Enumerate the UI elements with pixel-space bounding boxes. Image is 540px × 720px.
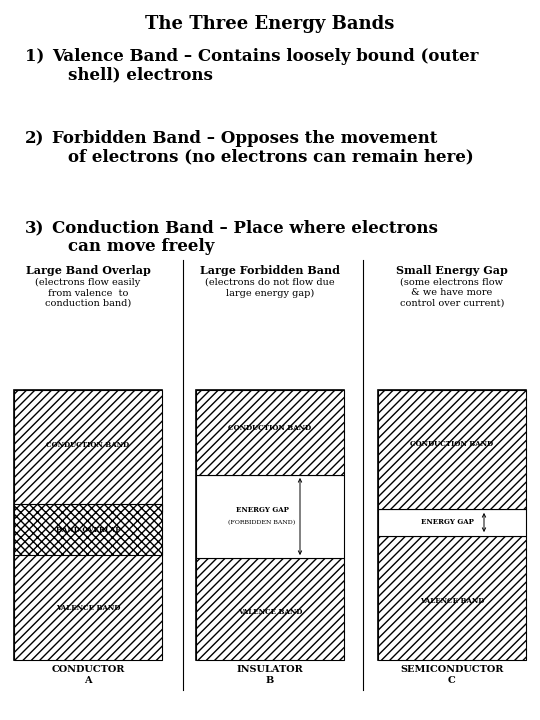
Text: (some electrons flow
& we have more
control over current): (some electrons flow & we have more cont…	[400, 278, 504, 308]
Text: of electrons (no electrons can remain here): of electrons (no electrons can remain he…	[68, 148, 474, 165]
Text: C: C	[448, 676, 456, 685]
Text: VALENCE BAND: VALENCE BAND	[56, 603, 120, 611]
Text: INSULATOR: INSULATOR	[237, 665, 303, 674]
Text: (electrons do not flow due
large energy gap): (electrons do not flow due large energy …	[205, 278, 335, 297]
Text: B: B	[266, 676, 274, 685]
Bar	[196, 558, 344, 660]
Bar	[14, 390, 162, 512]
Text: BAND OVERLAP: BAND OVERLAP	[56, 526, 120, 534]
Text: CONDUCTOR: CONDUCTOR	[51, 665, 125, 674]
Text: 3): 3)	[25, 220, 44, 237]
Bar	[378, 390, 526, 660]
Text: CONDUCTION BAND: CONDUCTION BAND	[410, 441, 494, 449]
Text: Conduction Band – Place where electrons: Conduction Band – Place where electrons	[52, 220, 438, 237]
Text: Large Band Overlap: Large Band Overlap	[25, 265, 151, 276]
Bar	[378, 390, 526, 509]
Text: ENERGY GAP: ENERGY GAP	[235, 506, 288, 515]
Bar	[196, 390, 344, 475]
Text: SEMICONDUCTOR: SEMICONDUCTOR	[400, 665, 504, 674]
Bar	[196, 475, 344, 558]
Text: can move freely: can move freely	[68, 238, 214, 255]
Bar	[14, 390, 162, 660]
Text: shell) electrons: shell) electrons	[68, 66, 213, 83]
Text: Valence Band – Contains loosely bound (outer: Valence Band – Contains loosely bound (o…	[52, 48, 478, 65]
Bar	[14, 547, 162, 660]
Bar	[196, 390, 344, 660]
Text: CONDUCTION BAND: CONDUCTION BAND	[228, 423, 312, 431]
Text: ENERGY GAP: ENERGY GAP	[421, 518, 474, 526]
Text: CONDUCTION BAND: CONDUCTION BAND	[46, 441, 130, 449]
Bar	[378, 509, 526, 536]
Text: 1): 1)	[25, 48, 44, 65]
Text: Large Forbidden Band: Large Forbidden Band	[200, 265, 340, 276]
Text: (FORBIDDEN BAND): (FORBIDDEN BAND)	[228, 520, 295, 525]
Bar	[378, 536, 526, 660]
Text: Small Energy Gap: Small Energy Gap	[396, 265, 508, 276]
Text: VALENCE BAND: VALENCE BAND	[238, 608, 302, 616]
Bar	[14, 504, 162, 555]
Text: 2): 2)	[25, 130, 44, 147]
Text: A: A	[84, 676, 92, 685]
Text: The Three Energy Bands: The Three Energy Bands	[145, 15, 395, 33]
Text: VALENCE BAND: VALENCE BAND	[420, 597, 484, 605]
Text: (electrons flow easily
from valence  to
conduction band): (electrons flow easily from valence to c…	[36, 278, 140, 308]
Text: Forbidden Band – Opposes the movement: Forbidden Band – Opposes the movement	[52, 130, 437, 147]
